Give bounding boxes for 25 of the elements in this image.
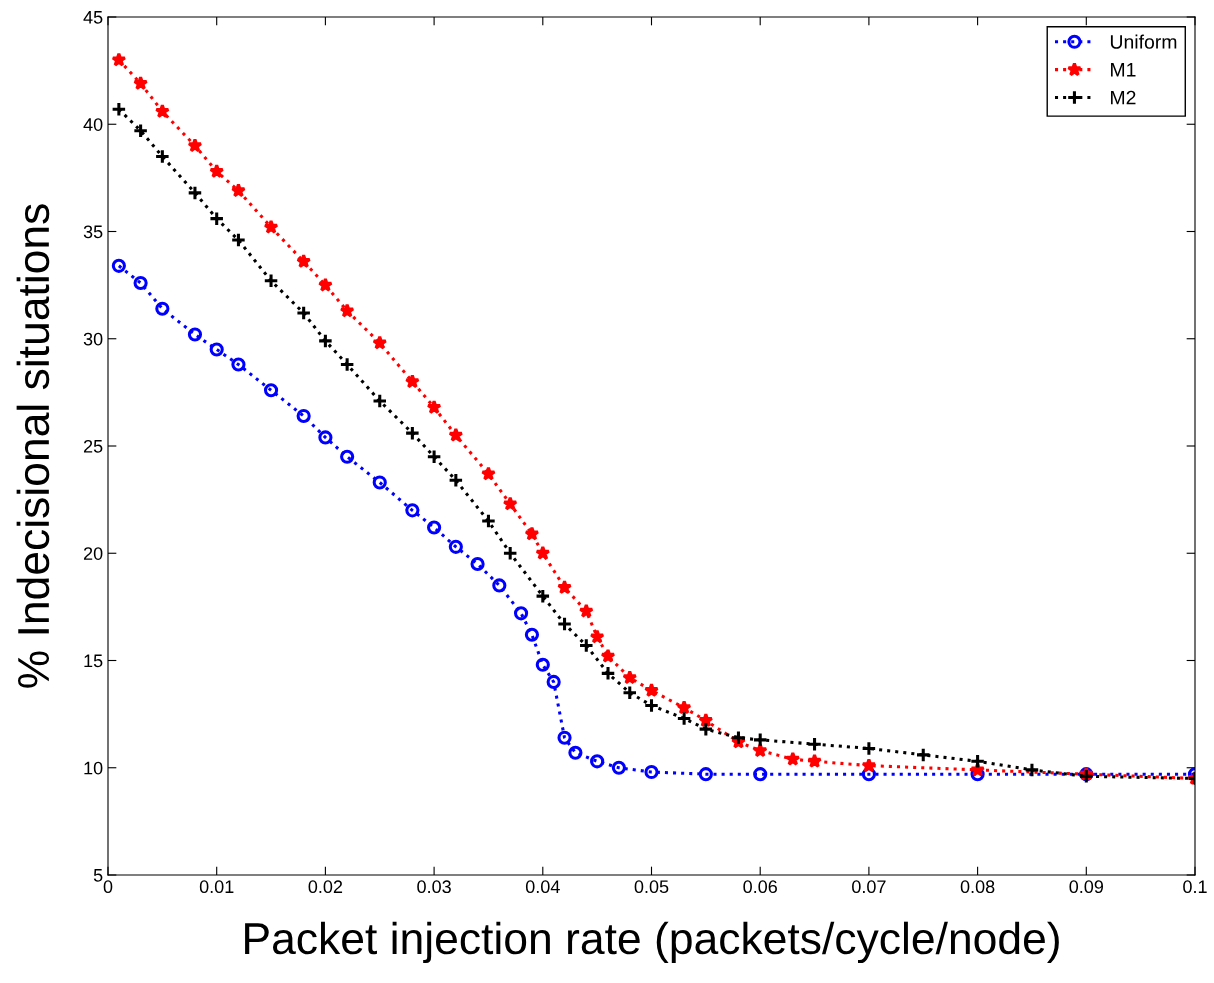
legend-label: M2 (1111, 90, 1136, 105)
x-tick-label: 0.04 (525, 880, 560, 894)
y-tick-label: 25 (83, 439, 103, 453)
x-tick-label: 0 (103, 880, 113, 894)
x-tick-label: 0.09 (1069, 880, 1104, 894)
x-tick-label: 0.08 (960, 880, 995, 894)
y-tick-label: 30 (83, 332, 103, 346)
x-tick-label: 0.03 (417, 880, 451, 894)
y-tick-label: 15 (84, 654, 103, 668)
y-axis-title: % Indecisional situations (16, 204, 50, 688)
y-tick-label: 35 (83, 225, 103, 239)
x-tick-label: 0.07 (852, 880, 886, 894)
y-tick-label: 20 (83, 547, 103, 560)
legend-label: Uniform (1110, 34, 1177, 49)
x-tick-label: 0.01 (199, 880, 234, 894)
y-tick-label: 45 (83, 11, 103, 24)
x-tick-label: 0.02 (308, 880, 343, 894)
y-tick-label: 40 (83, 118, 103, 131)
x-tick-label: 0.06 (743, 880, 777, 894)
y-tick-label: 5 (93, 869, 103, 882)
legend-label: M1 (1111, 63, 1136, 77)
x-axis-title: Packet injection rate (packets/cycle/node) (245, 921, 1059, 964)
y-tick-label: 10 (84, 761, 103, 775)
x-tick-label: 0.1 (1183, 880, 1207, 894)
x-tick-label: 0.05 (634, 880, 669, 894)
